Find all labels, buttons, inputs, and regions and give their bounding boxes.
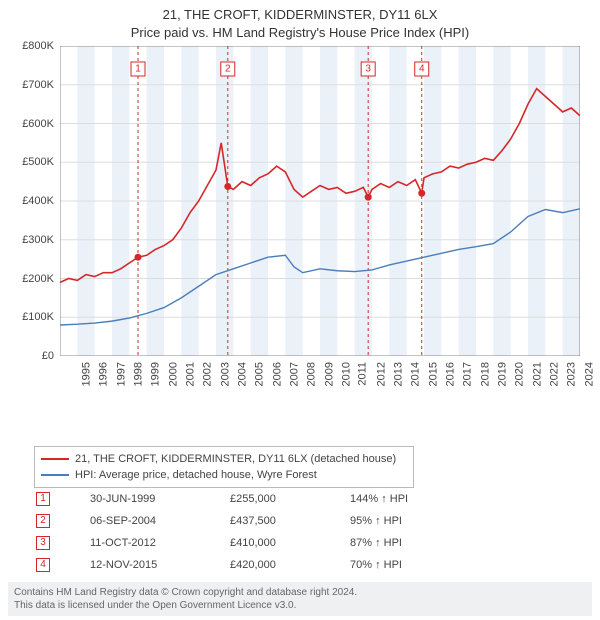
marker-pct: 70% ↑ HPI: [350, 559, 470, 571]
legend-item: 21, THE CROFT, KIDDERMINSTER, DY11 6LX (…: [41, 451, 407, 467]
y-axis-label: £400K: [8, 195, 54, 207]
x-axis-label: 2002: [202, 362, 214, 386]
table-row: 2 06-SEP-2004 £437,500 95% ↑ HPI: [34, 510, 564, 532]
chart-area: 1 2 3 4 £0 £100K £200K £300K £400K £500K £600K £70…: [8, 46, 592, 406]
x-axis-label: 1999: [150, 362, 162, 386]
x-axis-label: 1997: [115, 362, 127, 386]
marker-price: £420,000: [230, 559, 350, 571]
y-axis-label: £200K: [8, 273, 54, 285]
x-axis-label: 2019: [496, 362, 508, 386]
y-axis-label: £100K: [8, 311, 54, 323]
x-axis-label: 2023: [566, 362, 578, 386]
chart-svg: 1 2 3 4: [60, 46, 580, 356]
legend-swatch: [41, 474, 69, 476]
marker-price: £437,500: [230, 515, 350, 527]
marker-pct: 95% ↑ HPI: [350, 515, 470, 527]
marker-date: 06-SEP-2004: [90, 515, 230, 527]
x-axis-label: 2000: [167, 362, 179, 386]
marker-id-box: 4: [36, 558, 50, 572]
x-axis-label: 2010: [340, 362, 352, 386]
table-row: 1 30-JUN-1999 £255,000 144% ↑ HPI: [34, 488, 564, 510]
x-axis-label: 1995: [80, 362, 92, 386]
footer-line1: Contains HM Land Registry data © Crown c…: [14, 586, 586, 599]
x-axis-label: 2006: [271, 362, 283, 386]
marker-price: £255,000: [230, 493, 350, 505]
x-axis-label: 2004: [236, 362, 248, 386]
svg-text:4: 4: [419, 64, 425, 75]
title-area: 21, THE CROFT, KIDDERMINSTER, DY11 6LX P…: [0, 0, 600, 42]
x-axis-label: 2012: [375, 362, 387, 386]
marker-pct: 87% ↑ HPI: [350, 537, 470, 549]
marker-table: 1 30-JUN-1999 £255,000 144% ↑ HPI 2 06-S…: [34, 488, 564, 576]
y-axis-label: £300K: [8, 234, 54, 246]
footer-line2: This data is licensed under the Open Gov…: [14, 599, 586, 612]
x-axis-label: 2024: [583, 362, 595, 386]
y-axis-label: £700K: [8, 79, 54, 91]
marker-id-box: 3: [36, 536, 50, 550]
chart-container: 21, THE CROFT, KIDDERMINSTER, DY11 6LX P…: [0, 0, 600, 620]
x-axis-label: 1998: [132, 362, 144, 386]
x-axis-label: 2017: [462, 362, 474, 386]
legend-item: HPI: Average price, detached house, Wyre…: [41, 467, 407, 483]
x-axis-label: 2014: [410, 362, 422, 386]
y-axis-label: £800K: [8, 40, 54, 52]
svg-text:1: 1: [135, 64, 141, 75]
marker-date: 12-NOV-2015: [90, 559, 230, 571]
marker-date: 30-JUN-1999: [90, 493, 230, 505]
title-line1: 21, THE CROFT, KIDDERMINSTER, DY11 6LX: [0, 6, 600, 24]
marker-pct: 144% ↑ HPI: [350, 493, 470, 505]
y-axis-label: £0: [8, 350, 54, 362]
marker-id-box: 2: [36, 514, 50, 528]
marker-date: 11-OCT-2012: [90, 537, 230, 549]
y-axis-label: £600K: [8, 118, 54, 130]
marker-id-box: 1: [36, 492, 50, 506]
footer: Contains HM Land Registry data © Crown c…: [8, 582, 592, 616]
x-axis-label: 1996: [98, 362, 110, 386]
x-axis-label: 2009: [323, 362, 335, 386]
x-axis-label: 2016: [444, 362, 456, 386]
table-row: 4 12-NOV-2015 £420,000 70% ↑ HPI: [34, 554, 564, 576]
x-axis-label: 2015: [427, 362, 439, 386]
x-axis-label: 2001: [184, 362, 196, 386]
x-axis-label: 2018: [479, 362, 491, 386]
svg-text:2: 2: [225, 64, 231, 75]
marker-price: £410,000: [230, 537, 350, 549]
x-axis-label: 2020: [514, 362, 526, 386]
legend-label: 21, THE CROFT, KIDDERMINSTER, DY11 6LX (…: [75, 453, 396, 465]
svg-text:3: 3: [365, 64, 371, 75]
x-axis-label: 2021: [531, 362, 543, 386]
legend-label: HPI: Average price, detached house, Wyre…: [75, 469, 317, 481]
x-axis-label: 2007: [288, 362, 300, 386]
x-axis-label: 2005: [254, 362, 266, 386]
y-axis-label: £500K: [8, 156, 54, 168]
x-axis-label: 2011: [357, 362, 369, 386]
legend: 21, THE CROFT, KIDDERMINSTER, DY11 6LX (…: [34, 446, 414, 488]
x-axis-label: 2008: [306, 362, 318, 386]
table-row: 3 11-OCT-2012 £410,000 87% ↑ HPI: [34, 532, 564, 554]
title-line2: Price paid vs. HM Land Registry's House …: [0, 24, 600, 42]
x-axis-label: 2022: [548, 362, 560, 386]
x-axis-label: 2013: [392, 362, 404, 386]
x-axis-label: 2003: [219, 362, 231, 386]
legend-swatch: [41, 458, 69, 460]
